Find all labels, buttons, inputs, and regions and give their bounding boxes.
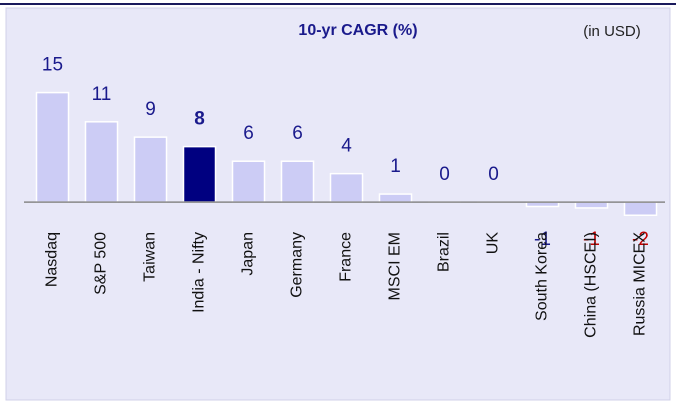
chart-title: 10-yr CAGR (%) (298, 22, 417, 39)
bar (623, 201, 658, 216)
value-label: -2 (632, 229, 649, 250)
x-tick-label: Nasdaq (44, 232, 61, 287)
value-label: 0 (488, 164, 499, 185)
value-label: 6 (292, 123, 303, 144)
x-tick-label: Japan (240, 232, 257, 276)
x-tick-label: Russia MICEX (632, 232, 649, 336)
value-label: -1 (534, 229, 551, 250)
bar (84, 121, 119, 203)
bar (280, 160, 315, 203)
x-tick-label: S&P 500 (93, 232, 110, 295)
x-tick-label: South Korea (534, 232, 551, 321)
value-label: -1 (583, 229, 600, 250)
bar (329, 172, 364, 203)
x-tick-label: MSCI EM (387, 232, 404, 300)
x-tick-label: Taiwan (142, 232, 159, 282)
bar (35, 91, 70, 203)
panel (5, 7, 671, 401)
bar (574, 201, 609, 209)
value-label: 11 (92, 84, 112, 105)
bar (133, 136, 168, 203)
x-tick-label: China (HSCEI) (583, 232, 600, 338)
bar (231, 160, 266, 203)
x-tick-label: France (338, 232, 355, 282)
value-label: 4 (341, 136, 352, 157)
x-tick-label: India - Nifty (191, 232, 208, 313)
value-label: 9 (145, 99, 156, 120)
value-label: 1 (390, 156, 401, 177)
value-label: 8 (194, 109, 205, 130)
value-label: 6 (243, 123, 254, 144)
x-tick-label: UK (485, 232, 502, 255)
chart-subtitle: (in USD) (583, 23, 641, 40)
value-label: 15 (42, 55, 63, 76)
value-label: 0 (439, 164, 450, 185)
x-tick-label: Germany (289, 232, 306, 298)
bar (378, 193, 413, 203)
x-tick-label: Brazil (436, 232, 453, 272)
bar (182, 145, 217, 203)
